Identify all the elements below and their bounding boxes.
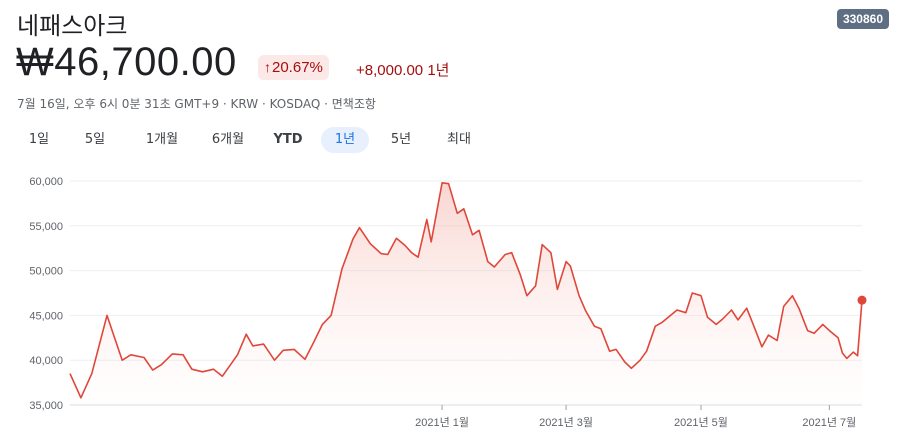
- tab-1y[interactable]: 1년: [321, 127, 369, 153]
- last-price-point[interactable]: [857, 295, 867, 305]
- x-tick-label: 2021년 7월: [802, 416, 856, 429]
- change-percent: 20.67%: [272, 59, 323, 76]
- range-tabs: 1일 5일 1개월 6개월 YTD 1년 5년 최대: [18, 127, 498, 153]
- quote-meta: 7월 16일, 오후 6시 0분 31초 GMT+9 · KRW · KOSDA…: [17, 97, 376, 111]
- tab-1d[interactable]: 1일: [28, 132, 50, 147]
- tab-5d[interactable]: 5일: [84, 132, 106, 147]
- change-absolute: +8,000.00 1년: [356, 62, 450, 79]
- stock-name: 네패스아크: [17, 12, 128, 40]
- price-area: [70, 182, 862, 405]
- tab-5y[interactable]: 5년: [390, 132, 412, 147]
- x-axis: 2021년 1월 2021년 3월 2021년 5월 2021년 7월: [415, 405, 856, 429]
- tab-6m[interactable]: 6개월: [211, 132, 245, 147]
- x-tick-label: 2021년 3월: [539, 416, 593, 429]
- y-tick-label: 50,000: [29, 266, 63, 278]
- y-tick-label: 40,000: [29, 355, 63, 367]
- x-tick-label: 2021년 5월: [674, 416, 728, 429]
- y-tick-label: 55,000: [29, 221, 63, 233]
- ticker-badge: 330860: [836, 9, 889, 29]
- y-axis: 35,000 40,000 45,000 50,000 55,000 60,000: [29, 176, 63, 412]
- tab-max[interactable]: 최대: [447, 132, 471, 147]
- x-tick-label: 2021년 1월: [415, 416, 469, 429]
- price-chart[interactable]: 35,000 40,000 45,000 50,000 55,000 60,000 202…: [0, 160, 897, 444]
- y-tick-label: 35,000: [29, 400, 63, 412]
- y-tick-label: 45,000: [29, 310, 63, 322]
- arrow-up-icon: ↑: [264, 59, 271, 75]
- price-line: [69, 182, 863, 399]
- y-tick-label: 60,000: [29, 176, 63, 188]
- tab-ytd[interactable]: YTD: [273, 132, 303, 147]
- current-price: ₩46,700.00: [16, 40, 237, 84]
- change-percent-badge: ↑20.67%: [258, 55, 329, 80]
- tab-1m[interactable]: 1개월: [145, 132, 179, 147]
